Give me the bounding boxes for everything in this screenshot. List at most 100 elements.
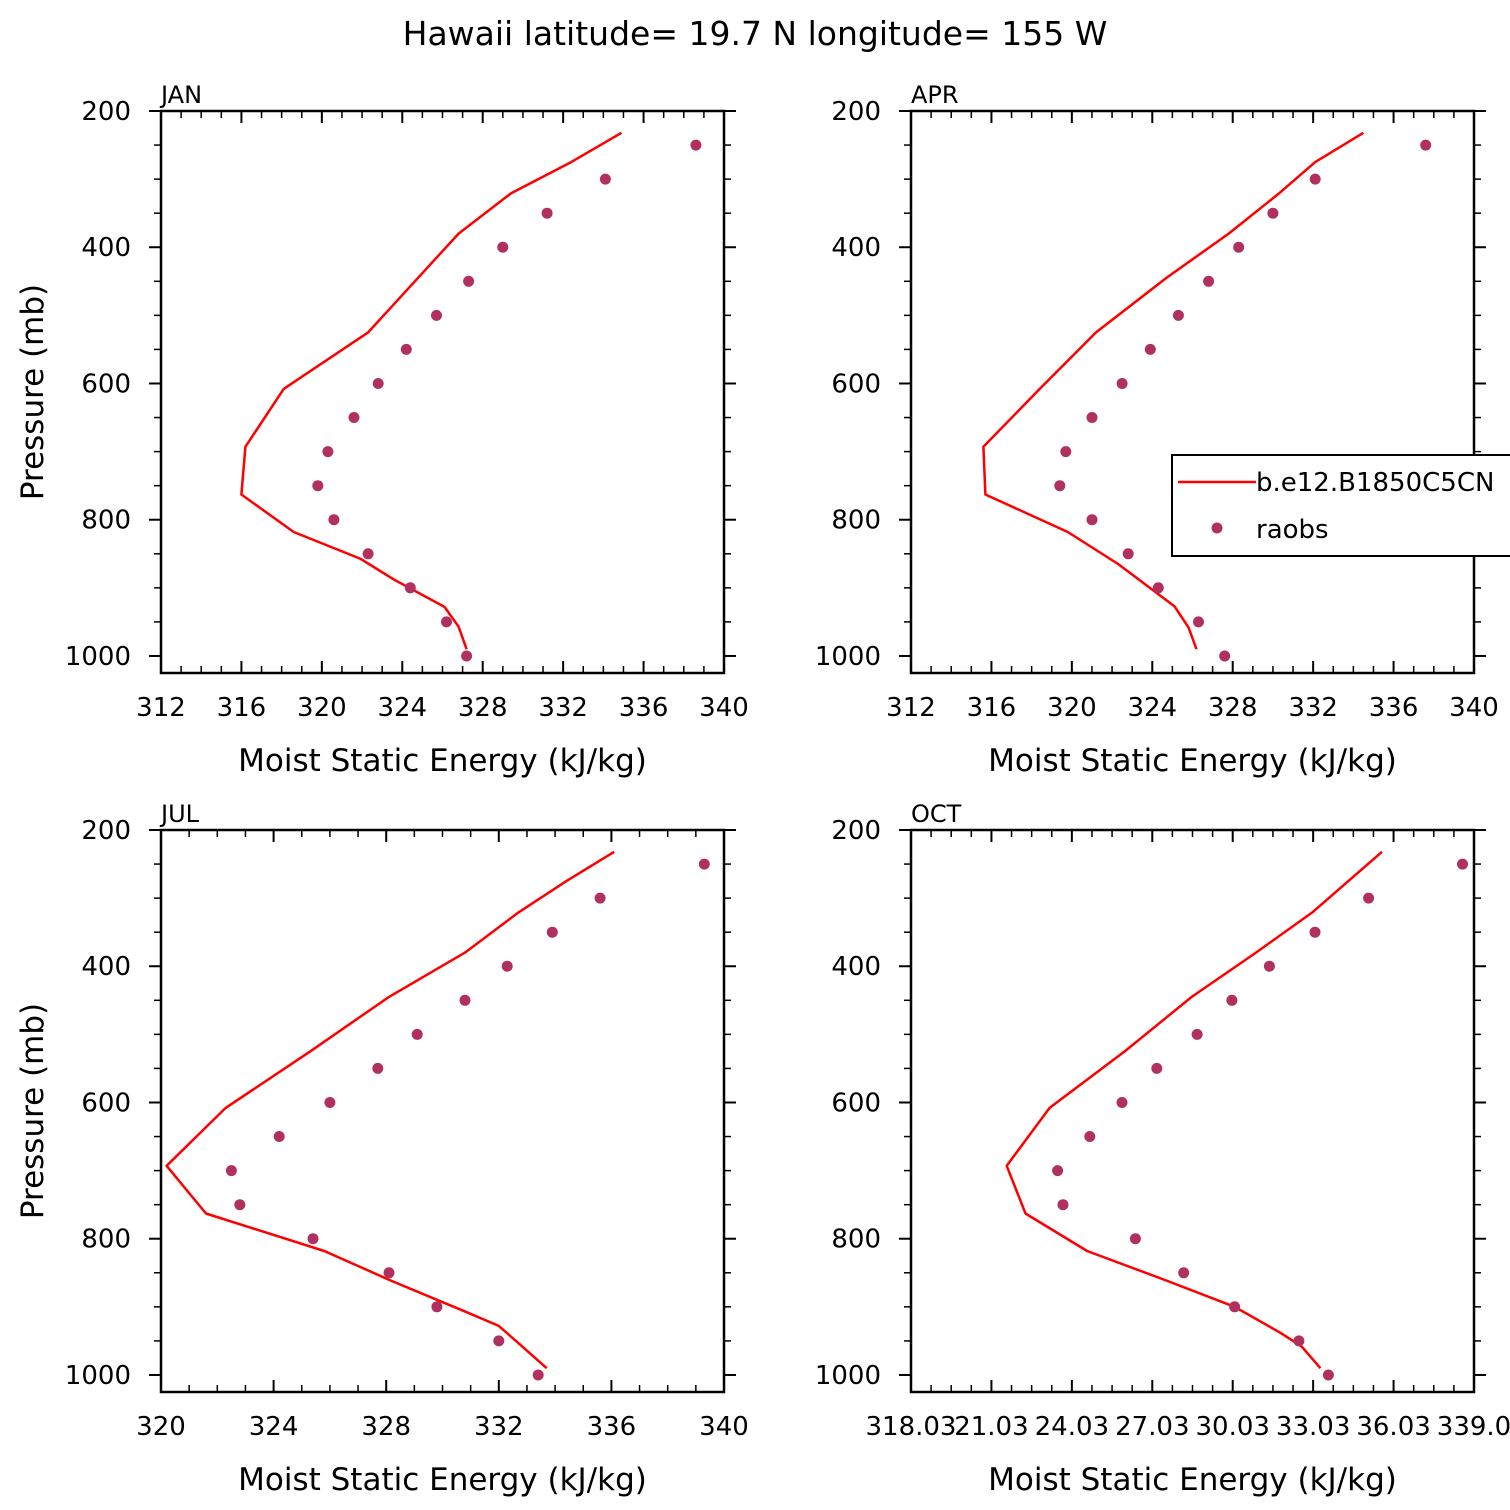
raobs-point [1122, 548, 1134, 560]
raobs-point [690, 139, 702, 151]
y-axis-label: Pressure (mb) [15, 284, 51, 500]
raobs-point [1193, 616, 1204, 628]
legend-obs-label: raobs [1256, 515, 1329, 545]
x-tick-label: 21.03 [954, 1412, 1028, 1442]
raobs-point [1226, 994, 1238, 1006]
raobs-point [404, 582, 416, 594]
x-tick-label: 316 [217, 693, 267, 723]
x-tick-label: 24.03 [1035, 1412, 1109, 1442]
y-tick-label: 600 [831, 369, 881, 399]
x-tick-label: 320 [136, 1412, 186, 1442]
raobs-point [459, 994, 471, 1006]
x-tick-label: 328 [361, 1412, 411, 1442]
raobs-point [599, 173, 611, 185]
x-tick-label: 30.03 [1195, 1412, 1269, 1442]
y-tick-label: 600 [831, 1088, 881, 1118]
y-tick-label: 1000 [65, 1361, 131, 1391]
x-tick-label: 340 [699, 693, 749, 723]
legend-model-label: b.e12.B1850C5CN [1256, 468, 1494, 498]
x-tick-label: 312 [136, 693, 186, 723]
raobs-point [1060, 446, 1072, 458]
y-tick-label: 1000 [65, 642, 131, 672]
raobs-point [1233, 241, 1245, 253]
panels: JAN 312 316 320 324 328 332 336 340 200 400 600 800 1… [15, 81, 1510, 1498]
x-tick-label: 332 [538, 693, 588, 723]
model-line [240, 131, 623, 650]
model-line [1005, 850, 1383, 1370]
x-tick-label: 316 [967, 693, 1017, 723]
raobs-point [431, 309, 442, 321]
x-tick-label: 318.03 [866, 1412, 957, 1442]
raobs-point [225, 1165, 237, 1177]
raobs-point [501, 960, 513, 972]
y-tick-label: 600 [81, 369, 131, 399]
x-axis-label: Moist Static Energy (kJ/kg) [988, 743, 1397, 779]
raobs-point [1203, 275, 1215, 287]
x-tick-label: 33.03 [1276, 1412, 1350, 1442]
raobs-point [328, 514, 340, 526]
raobs-point [234, 1199, 246, 1211]
panel-apr: APR 312 316 320 324 328 332 336 340 200 400 600 800 1… [815, 81, 1499, 779]
raobs-point [1267, 207, 1279, 219]
raobs-point [324, 1097, 336, 1108]
raobs-point [1309, 926, 1321, 938]
y-tick-label: 400 [81, 233, 131, 263]
x-axis-label: Moist Static Energy (kJ/kg) [238, 1462, 647, 1498]
y-tick-label: 400 [81, 952, 131, 982]
x-tick-label: 36.03 [1356, 1412, 1430, 1442]
raobs-point [1086, 412, 1098, 423]
raobs-point [1219, 650, 1231, 662]
raobs-point [1309, 173, 1321, 185]
y-tick-label: 800 [81, 1225, 131, 1255]
y-axis-label: Pressure (mb) [15, 1003, 51, 1219]
y-tick-label: 200 [831, 97, 881, 127]
raobs-point [1229, 1301, 1241, 1313]
panel-label: OCT [911, 800, 962, 828]
x-tick-label: 328 [458, 693, 508, 723]
model-line [165, 850, 615, 1370]
panel-label: APR [911, 81, 959, 109]
raobs-point [1086, 514, 1098, 526]
raobs-point [312, 480, 324, 492]
raobs-point [273, 1131, 285, 1142]
raobs-point [546, 926, 558, 938]
raobs-point [307, 1233, 319, 1245]
y-tick-label: 200 [81, 97, 131, 127]
raobs-point [1191, 1028, 1203, 1040]
raobs-point [1057, 1199, 1069, 1211]
panel-label: JUL [159, 800, 200, 828]
x-tick-label: 336 [1369, 693, 1419, 723]
y-tick-label: 400 [831, 233, 881, 263]
y-tick-label: 200 [81, 816, 131, 846]
y-tick-label: 1000 [815, 642, 881, 672]
raobs-point [431, 1301, 443, 1313]
y-tick-label: 400 [831, 952, 881, 982]
raobs-point [322, 446, 334, 458]
x-axis-label: Moist Static Energy (kJ/kg) [988, 1462, 1397, 1498]
raobs-point [1054, 480, 1066, 492]
raobs-point [400, 343, 412, 355]
figure-title: Hawaii latitude= 19.7 N longitude= 155 W [403, 14, 1108, 53]
panel-frame [909, 828, 1476, 1394]
raobs-point [1084, 1131, 1096, 1142]
raobs-point [698, 858, 710, 870]
x-tick-label: 27.03 [1115, 1412, 1189, 1442]
raobs-point [1263, 960, 1275, 972]
raobs-point [1322, 1369, 1334, 1381]
raobs-point [497, 241, 509, 253]
x-tick-label: 324 [1127, 693, 1177, 723]
y-tick-label: 1000 [815, 1361, 881, 1391]
raobs-point [1363, 892, 1375, 904]
x-tick-label: 328 [1208, 693, 1258, 723]
raobs-point [383, 1267, 395, 1279]
raobs-point [1420, 139, 1432, 151]
x-tick-label: 320 [297, 693, 347, 723]
x-tick-label: 312 [886, 693, 936, 723]
raobs-point [594, 892, 606, 904]
panel-frame [909, 109, 1476, 675]
raobs-point [532, 1369, 544, 1381]
raobs-point [1178, 1267, 1190, 1279]
raobs-point [1152, 582, 1164, 594]
legend-box [1171, 454, 1510, 557]
y-tick-label: 800 [831, 1225, 881, 1255]
